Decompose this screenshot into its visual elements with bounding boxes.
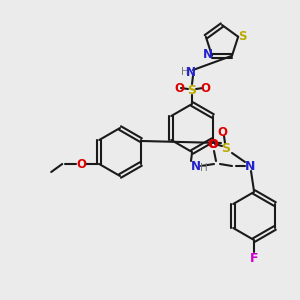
Text: O: O bbox=[200, 82, 210, 94]
Text: F: F bbox=[250, 251, 258, 265]
Text: O: O bbox=[174, 82, 184, 94]
Text: O: O bbox=[76, 158, 86, 170]
Text: S: S bbox=[188, 83, 196, 97]
Text: O: O bbox=[217, 127, 227, 140]
Text: H: H bbox=[181, 67, 189, 77]
Text: S: S bbox=[238, 30, 246, 43]
Text: N: N bbox=[245, 160, 255, 172]
Text: S: S bbox=[221, 142, 230, 154]
Text: O: O bbox=[208, 137, 218, 151]
Text: N: N bbox=[203, 48, 213, 61]
Text: H: H bbox=[200, 163, 208, 173]
Text: N: N bbox=[191, 160, 201, 172]
Text: N: N bbox=[186, 65, 196, 79]
Text: O: O bbox=[207, 139, 217, 152]
